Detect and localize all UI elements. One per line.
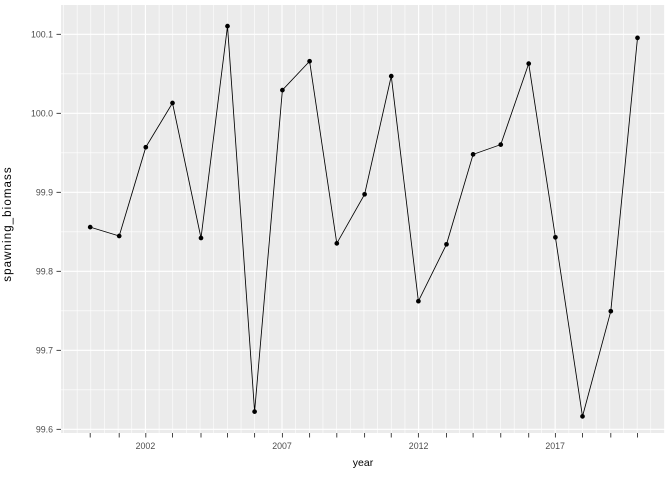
svg-text:2012: 2012 (409, 441, 429, 451)
svg-text:100.0: 100.0 (31, 108, 53, 118)
svg-text:99.9: 99.9 (36, 187, 53, 197)
svg-text:2017: 2017 (545, 441, 565, 451)
svg-text:99.8: 99.8 (36, 266, 53, 276)
svg-text:99.6: 99.6 (36, 424, 53, 434)
svg-text:100.1: 100.1 (31, 29, 53, 39)
svg-text:99.7: 99.7 (36, 345, 53, 355)
svg-text:2002: 2002 (136, 441, 156, 451)
svg-text:2007: 2007 (272, 441, 292, 451)
